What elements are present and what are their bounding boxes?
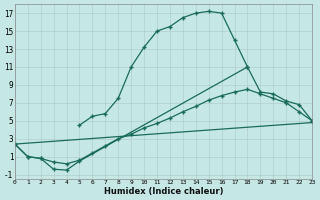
X-axis label: Humidex (Indice chaleur): Humidex (Indice chaleur) (104, 187, 223, 196)
